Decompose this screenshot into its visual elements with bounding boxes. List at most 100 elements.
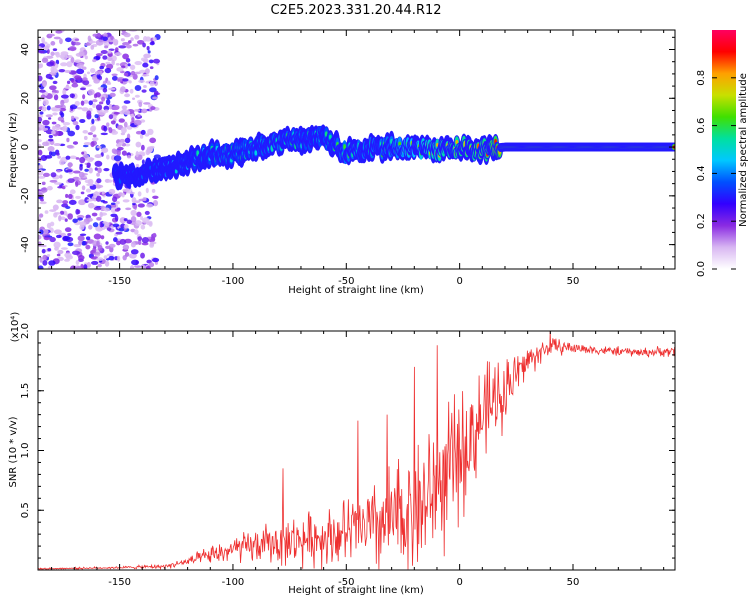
snr-xtick-label: 0 [456,577,462,588]
spectrogram-panel: -150 -100 -50 0 50 -40 -20 0 20 40 Height of str… [8,29,676,296]
spectrogram-noise-speck [120,38,125,42]
spectrogram-noise-speck [111,73,118,77]
spectrogram-noise-speck [87,71,91,75]
spectrogram-noise-speck [120,86,126,93]
spectrogram-noise-speck [154,75,159,81]
spectrogram-noise-speck [105,98,111,106]
spectrogram-noise-speck [70,78,74,83]
spectrogram-noise-speck [72,121,79,126]
spectrogram-noise-speck [152,257,160,263]
spectrogram-noise-speck [108,127,113,134]
spectrogram-xtick-label: 0 [456,276,462,287]
spectrogram-noise-speck [102,221,107,224]
spectrogram-noise-speck [83,135,88,141]
spectrogram-noise-speck [51,121,57,125]
spectrogram-noise-speck [124,252,130,257]
spectrogram-noise-speck [106,154,110,160]
spectrogram-noise-speck [141,108,148,114]
spectrogram-noise-speck [121,105,128,110]
spectrogram-noise-speck [67,130,76,137]
spectrogram-noise-speck [120,65,126,69]
spectrogram-noise-speck [134,220,143,226]
spectrogram-noise-speck [54,124,61,131]
spectrogram-signal-trace [111,124,675,191]
spectrogram-noise-speck [138,79,145,83]
spectrogram-noise-speck [81,107,89,112]
spectrogram-noise-speck [47,146,55,152]
spectrogram-noise-speck [105,61,111,65]
spectrogram-noise-speck [86,239,95,244]
spectrogram-noise-speck [130,70,136,76]
spectrogram-noise-speck [41,37,45,44]
spectrogram-noise-speck [142,217,150,224]
spectrogram-noise-speck [57,249,64,255]
spectrogram-noise-speck [79,87,86,91]
spectrogram-noise-speck [97,32,101,37]
spectrogram-noise-speck [70,56,75,64]
snr-x-axis: -150 -100 -50 0 50 [51,331,665,588]
spectrogram-noise-speck [113,237,118,243]
spectrogram-noise-speck [151,188,156,193]
spectrogram-noise-speck [91,212,98,217]
spectrogram-noise-speck [86,198,94,202]
spectrogram-y-label: Frequency (Hz) [8,112,19,188]
spectrogram-noise-speck [83,99,89,104]
spectrogram-noise-speck [124,137,131,144]
spectrogram-noise-speck [52,125,56,131]
spectrogram-noise-speck [43,236,51,241]
spectrogram-noise-speck [65,155,71,160]
spectrogram-noise-speck [118,45,127,49]
spectrogram-noise-speck [64,86,72,90]
spectrogram-noise-speck [76,209,81,215]
spectrogram-noise-speck [79,233,87,236]
spectrogram-noise-speck [72,141,79,145]
spectrogram-noise-speck [61,203,69,208]
spectrogram-noise-speck [90,68,96,74]
spectrogram-noise-speck [140,252,145,259]
spectrogram-noise-speck [38,213,44,218]
spectrogram-noise-speck [78,50,85,57]
spectrogram-noise-speck [97,244,103,252]
spectrogram-noise-speck [135,151,139,158]
spectrogram-noise-speck [80,100,85,106]
spectrogram-noise-speck [60,99,65,106]
spectrogram-noise-speck [53,143,62,147]
spectrogram-noise-speck [81,240,86,246]
snr-xtick-label: 50 [567,577,580,588]
snr-ytick-label: 0.5 [20,502,31,518]
spectrogram-noise-speck [98,101,104,105]
spectrogram-noise-speck [130,241,136,248]
spectrogram-noise-speck [38,234,42,240]
spectrogram-noise-speck [122,41,130,46]
spectrogram-noise-speck [93,207,102,211]
spectrogram-noise-speck [67,162,73,168]
spectrogram-noise-speck [141,237,149,244]
spectrogram-noise-speck [51,92,56,96]
spectrogram-noise-speck [41,248,46,254]
spectrogram-noise-speck [44,210,49,214]
spectrogram-noise-speck [78,171,85,178]
spectrogram-noise-speck [86,183,94,187]
spectrogram-noise-speck [113,111,120,115]
snr-xtick-label: -150 [108,577,131,588]
spectrogram-noise-speck [92,99,98,103]
spectrogram-noise-speck [53,94,59,101]
spectrogram-noise-speck [106,253,114,257]
spectrogram-noise-speck [149,243,155,248]
spectrogram-noise-speck [101,147,109,153]
spectrogram-noise-speck [82,77,88,81]
spectrogram-noise-speck [121,30,126,33]
spectrogram-noise-speck [59,232,66,237]
spectrogram-noise-speck [42,81,47,88]
spectrogram-signal-cell [343,143,346,150]
spectrogram-noise-speck [47,138,54,142]
spectrogram-noise-speck [122,244,130,251]
spectrogram-noise-speck [61,185,66,190]
spectrogram-noise-speck [52,112,58,116]
spectrogram-noise-speck [69,93,75,98]
spectrogram-noise-speck [71,83,79,88]
spectrogram-noise-speck [135,130,143,135]
spectrogram-noise-speck [141,242,149,246]
spectrogram-noise-speck [86,262,91,268]
